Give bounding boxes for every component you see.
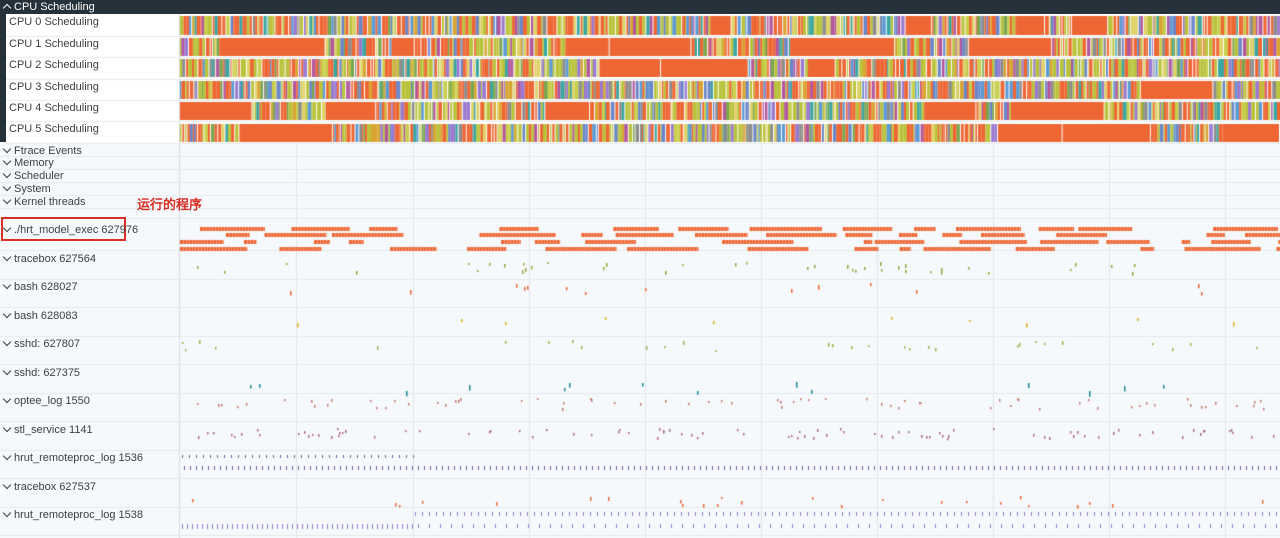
process-track-sshd-627807[interactable]: sshd: 627807 [2, 337, 80, 350]
chevron-down-icon [2, 508, 12, 518]
cpu-track-label-4[interactable]: CPU 4 Scheduling [9, 102, 99, 114]
chevron-down-icon [2, 156, 12, 166]
process-track-optee-log-1550[interactable]: optee_log 1550 [2, 394, 90, 407]
chevron-down-icon [2, 451, 12, 461]
group-kernel-threads[interactable]: Kernel threads [2, 195, 86, 208]
process-track-hrut-remoteproc-log-1538[interactable]: hrut_remoteproc_log 1538 [2, 508, 143, 521]
chevron-up-icon [2, 3, 12, 13]
cpu-track-label-5[interactable]: CPU 5 Scheduling [9, 123, 99, 135]
group-memory[interactable]: Memory [2, 156, 54, 169]
chevron-down-icon [2, 252, 12, 262]
process-track-bash-628083[interactable]: bash 628083 [2, 309, 78, 322]
chevron-down-icon [2, 280, 12, 290]
group-rail [0, 14, 6, 142]
chevron-down-icon [2, 309, 12, 319]
chevron-down-icon [2, 169, 12, 179]
process-track-hrut-remoteproc-log-1536[interactable]: hrut_remoteproc_log 1536 [2, 451, 143, 464]
chevron-down-icon [2, 337, 12, 347]
annotation-highlight-box [1, 217, 126, 241]
cpu-track-label-3[interactable]: CPU 3 Scheduling [9, 81, 99, 93]
group-system[interactable]: System [2, 182, 51, 195]
chevron-down-icon [2, 195, 12, 205]
process-track-stl-service-1141[interactable]: stl_service 1141 [2, 423, 93, 436]
group-ftrace-events[interactable]: Ftrace Events [2, 144, 82, 157]
cpu-track-label-1[interactable]: CPU 1 Scheduling [9, 38, 99, 50]
chevron-down-icon [2, 480, 12, 490]
cpu-track-label-2[interactable]: CPU 2 Scheduling [9, 59, 99, 71]
cpu-scheduling-group-header[interactable]: CPU Scheduling [0, 0, 1280, 14]
chevron-down-icon [2, 182, 12, 192]
chevron-down-icon [2, 223, 12, 233]
group-title: CPU Scheduling [14, 1, 95, 13]
chevron-down-icon [2, 366, 12, 376]
process-track-hrt-model-exec[interactable]: ./hrt_model_exec 627976 [2, 223, 138, 236]
process-track-bash-628027[interactable]: bash 628027 [2, 280, 78, 293]
cpu-track-label-0[interactable]: CPU 0 Scheduling [9, 16, 99, 28]
process-track-tracebox-627537[interactable]: tracebox 627537 [2, 480, 96, 493]
process-track-tracebox-627564[interactable]: tracebox 627564 [2, 252, 96, 265]
chevron-down-icon [2, 394, 12, 404]
process-track-sshd-627375[interactable]: sshd: 627375 [2, 366, 80, 379]
chevron-down-icon [2, 144, 12, 154]
annotation-label: 运行的程序 [137, 198, 203, 213]
group-scheduler[interactable]: Scheduler [2, 169, 64, 182]
chevron-down-icon [2, 423, 12, 433]
